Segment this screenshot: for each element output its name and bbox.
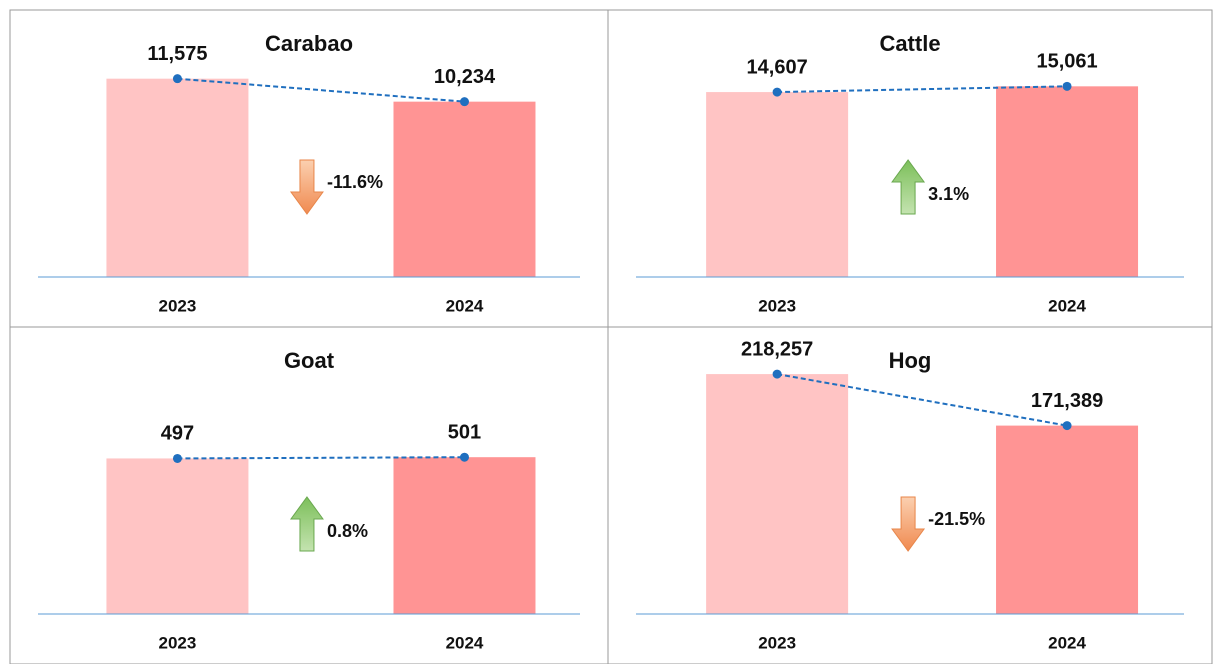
- arrow-up: [891, 159, 926, 215]
- arrow-up: [289, 496, 324, 552]
- value-label: 501: [448, 421, 481, 443]
- bar: [996, 425, 1139, 614]
- point: [1062, 421, 1072, 431]
- value-label: 497: [161, 423, 194, 445]
- bar: [106, 78, 249, 277]
- point: [459, 452, 469, 462]
- value-label: 15,061: [1036, 51, 1097, 73]
- point: [772, 87, 782, 97]
- bar: [393, 101, 536, 277]
- trend-line: [776, 373, 1068, 427]
- point: [772, 369, 782, 379]
- bar: [706, 374, 849, 614]
- bar: [393, 457, 536, 614]
- point: [172, 453, 182, 463]
- x-tick-label: 2023: [159, 296, 197, 315]
- point: [1062, 81, 1072, 91]
- panel-border: [607, 326, 1213, 664]
- x-tick-label: 2023: [758, 296, 796, 315]
- point: [459, 97, 469, 107]
- trend-line: [177, 456, 465, 460]
- trend-line: [777, 85, 1068, 94]
- change-label: 3.1%: [928, 184, 969, 204]
- chart-title: Cattle: [879, 31, 940, 56]
- chart-title: Goat: [284, 348, 335, 373]
- arrow-down: [891, 496, 926, 552]
- x-tick-label: 2024: [446, 633, 484, 652]
- bar: [996, 86, 1139, 277]
- chart-panel: 11,575 2023 10,234 2024 Carabao -11.6%: [9, 9, 609, 328]
- chart-panel: 218,257 2023 171,389 2024 Hog -21.5%: [607, 326, 1213, 664]
- x-tick-label: 2023: [159, 633, 197, 652]
- x-tick-label: 2024: [446, 296, 484, 315]
- value-label: 10,234: [434, 66, 496, 88]
- arrow-down: [289, 159, 324, 215]
- x-tick-label: 2024: [1048, 296, 1086, 315]
- change-label: -11.6%: [327, 172, 383, 192]
- change-label: 0.8%: [327, 521, 368, 541]
- bar: [106, 458, 249, 614]
- value-label: 171,389: [1031, 390, 1103, 412]
- chart-panel: 497 2023 501 2024 Goat 0.8%: [9, 326, 609, 664]
- bar: [706, 92, 849, 277]
- chart-panel: 14,607 2023 15,061 2024 Cattle 3.1%: [607, 9, 1213, 328]
- chart-title: Hog: [889, 348, 932, 373]
- value-label: 11,575: [147, 43, 207, 65]
- x-tick-label: 2023: [758, 633, 796, 652]
- value-label: 218,257: [741, 338, 813, 360]
- change-label: -21.5%: [928, 509, 985, 529]
- chart-title: Carabao: [265, 31, 353, 56]
- point: [172, 74, 182, 84]
- x-tick-label: 2024: [1048, 633, 1086, 652]
- value-label: 14,607: [747, 56, 808, 78]
